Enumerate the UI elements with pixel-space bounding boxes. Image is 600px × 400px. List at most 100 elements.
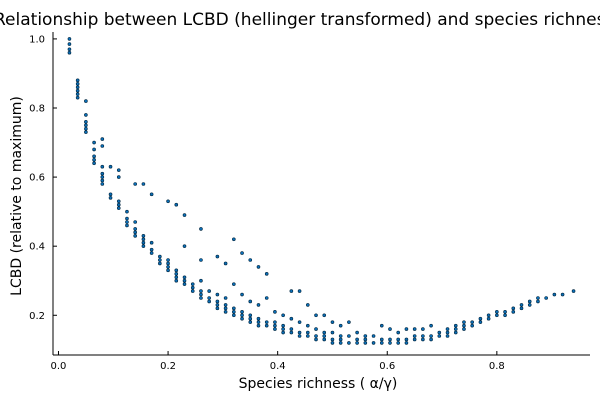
data-point xyxy=(223,306,228,311)
data-point xyxy=(182,213,187,217)
data-point xyxy=(182,278,187,283)
data-point xyxy=(560,292,565,297)
data-point xyxy=(84,130,88,134)
data-point xyxy=(133,182,137,186)
data-point xyxy=(412,334,417,338)
data-point xyxy=(437,330,442,335)
data-point xyxy=(495,313,499,318)
chart-title: Relationship between LCBD (hellinger tra… xyxy=(0,10,600,30)
data-point xyxy=(305,323,310,328)
data-point xyxy=(388,341,392,345)
data-point xyxy=(84,120,88,124)
data-point xyxy=(297,334,302,338)
data-point xyxy=(116,202,121,207)
y-tick-label: 1.0 xyxy=(29,34,45,45)
data-point xyxy=(536,296,540,300)
data-point xyxy=(371,334,376,338)
data-point xyxy=(445,334,450,338)
data-point xyxy=(305,303,310,307)
data-point xyxy=(100,178,105,183)
data-point xyxy=(527,303,532,307)
axes: 0.0 0.2 0.4 0.6 0.8 0.2 0.4 0.6 0.8 1.0 xyxy=(29,32,590,372)
data-point xyxy=(92,140,96,145)
x-tick-label: 0.4 xyxy=(270,361,286,372)
data-point xyxy=(100,144,105,148)
data-point xyxy=(305,330,310,335)
data-point xyxy=(355,330,359,335)
data-point xyxy=(182,275,187,280)
x-tick-label: 0.6 xyxy=(379,361,395,372)
data-point xyxy=(305,334,310,338)
x-axis-ticks: 0.0 0.2 0.4 0.6 0.8 xyxy=(51,351,505,372)
data-point xyxy=(571,289,576,293)
data-point xyxy=(133,230,137,235)
data-point xyxy=(92,154,96,159)
data-point xyxy=(215,303,220,307)
data-point xyxy=(297,320,302,324)
data-point xyxy=(355,341,359,345)
data-point xyxy=(240,292,244,297)
data-point xyxy=(174,272,179,276)
data-point xyxy=(338,323,343,328)
data-point xyxy=(232,237,236,242)
data-point xyxy=(116,206,121,210)
data-point xyxy=(215,306,220,311)
data-point xyxy=(256,265,261,269)
data-point xyxy=(330,341,335,345)
data-point xyxy=(453,327,458,331)
data-point xyxy=(67,47,72,52)
data-point xyxy=(84,123,88,128)
data-point xyxy=(453,330,458,335)
data-point xyxy=(264,296,269,300)
data-point xyxy=(429,337,433,342)
data-point xyxy=(256,320,261,324)
data-point xyxy=(199,258,203,262)
data-point xyxy=(207,299,211,304)
data-point xyxy=(314,334,318,338)
data-point xyxy=(536,299,540,304)
data-point xyxy=(207,289,211,293)
data-point xyxy=(330,337,335,342)
data-point xyxy=(84,99,88,103)
data-point xyxy=(256,303,261,307)
data-point xyxy=(486,316,491,321)
data-point xyxy=(347,341,351,345)
data-point xyxy=(429,334,433,338)
data-point xyxy=(75,78,80,83)
data-point xyxy=(371,341,376,345)
data-point xyxy=(166,199,170,204)
data-point xyxy=(445,327,450,331)
data-point xyxy=(404,341,409,345)
data-point xyxy=(75,88,80,93)
data-point xyxy=(149,251,154,255)
data-point xyxy=(421,327,425,331)
data-point xyxy=(100,182,105,186)
data-point xyxy=(207,296,211,300)
data-point xyxy=(495,310,499,314)
data-point xyxy=(166,268,170,273)
data-point xyxy=(232,282,236,286)
data-point xyxy=(404,337,409,342)
data-point xyxy=(437,334,442,338)
y-tick-label: 0.2 xyxy=(29,311,45,322)
data-point xyxy=(232,310,236,314)
data-point xyxy=(199,227,203,231)
data-point xyxy=(100,171,105,176)
data-point xyxy=(289,289,294,293)
data-point xyxy=(347,334,351,338)
data-point xyxy=(330,330,335,335)
data-point xyxy=(133,220,137,224)
data-point xyxy=(404,327,409,331)
data-point xyxy=(281,327,285,331)
data-point xyxy=(552,292,557,297)
data-point xyxy=(314,313,318,318)
data-point xyxy=(166,261,170,266)
data-point xyxy=(470,323,474,328)
data-point xyxy=(84,126,88,131)
data-point xyxy=(199,296,203,300)
data-point xyxy=(248,299,253,304)
data-point xyxy=(445,330,450,335)
data-point xyxy=(421,337,425,342)
data-point xyxy=(133,227,137,231)
